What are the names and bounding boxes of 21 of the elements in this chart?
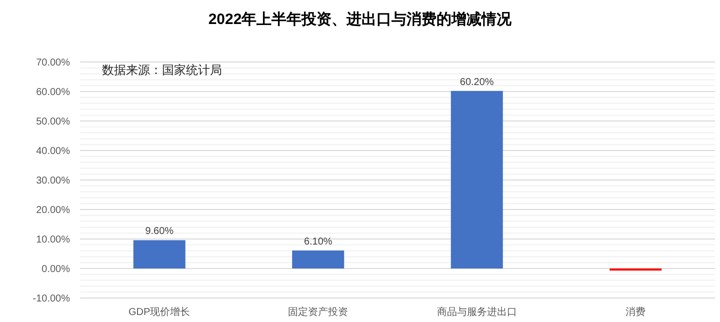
chart-title: 2022年上半年投资、进出口与消费的增减情况 [208,11,513,28]
y-tick-label: -10.00% [32,294,70,304]
y-tick-label: 50.00% [36,116,70,128]
x-tick-label: GDP现价增长 [128,306,190,318]
y-tick-label: 30.00% [36,176,70,186]
bar [450,90,503,268]
data-label: 6.10% [304,236,332,248]
y-tick-label: 20.00% [36,205,70,216]
x-tick-label: 消费 [626,306,646,318]
data-label: 60.20% [460,76,494,88]
annotation: 数据来源：国家统计局 [102,63,222,77]
x-tick-label: 固定资产投资 [288,306,348,318]
bar [292,250,344,268]
y-tick-label: 0.00% [42,264,70,275]
data-label: 9.60% [145,226,174,238]
y-tick-label: 70.00% [36,58,70,68]
y-tick-label: 60.00% [36,87,70,98]
y-tick-label: 10.00% [36,234,70,246]
y-tick-label: 40.00% [36,146,70,157]
bar [133,240,186,268]
x-tick-label: 商品与服务进出口 [436,306,517,318]
